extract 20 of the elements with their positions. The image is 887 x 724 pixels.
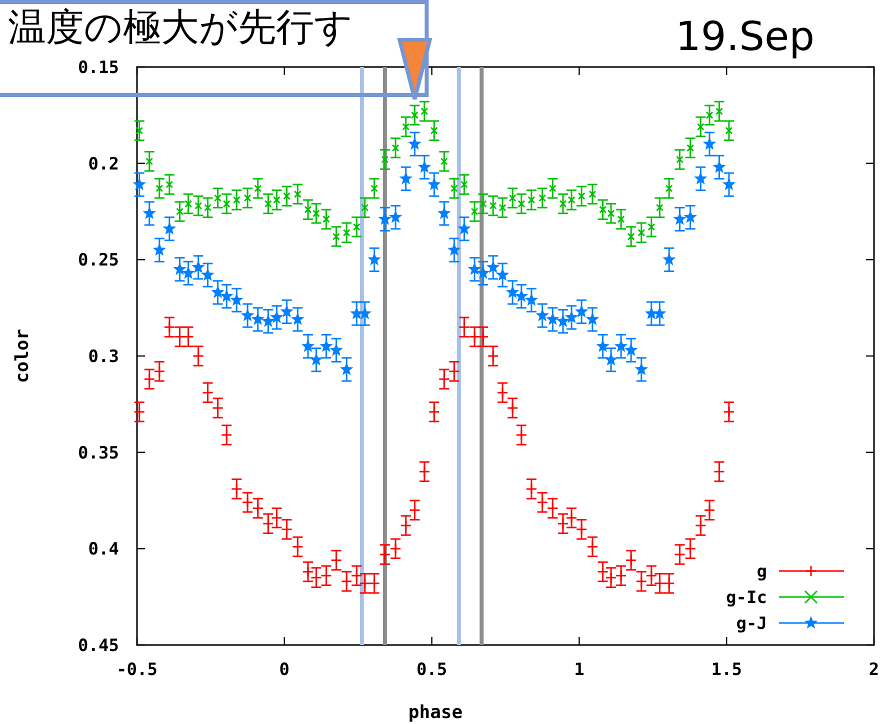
y-tick-label: 0.45 [78, 636, 119, 656]
x-tick-label: 2 [868, 660, 880, 680]
x-tick-label: 0.5 [416, 660, 448, 680]
y-axis-title: color [12, 328, 33, 384]
y-tick-label: 0.2 [88, 154, 119, 174]
y-tick-label: 0.15 [78, 58, 119, 78]
y-tick-label: 0.3 [88, 347, 119, 367]
x-tick-label: -0.5 [116, 660, 158, 680]
legend-label: g-J [736, 614, 767, 634]
y-tick-label: 0.25 [78, 250, 119, 271]
x-tick-label: 0 [279, 660, 290, 680]
annotation: 温度の極大が先行す [8, 5, 353, 49]
legend-label: g-Ic [726, 588, 767, 608]
legend-label: g [756, 562, 767, 582]
text: 19.Sep [675, 14, 815, 60]
x-tick-label: 1 [574, 660, 584, 680]
y-tick-label: 0.35 [78, 443, 119, 464]
x-axis-title: phase [408, 702, 463, 723]
y-tick-label: 0.4 [88, 540, 119, 560]
x-tick-label: 1.5 [711, 660, 742, 680]
